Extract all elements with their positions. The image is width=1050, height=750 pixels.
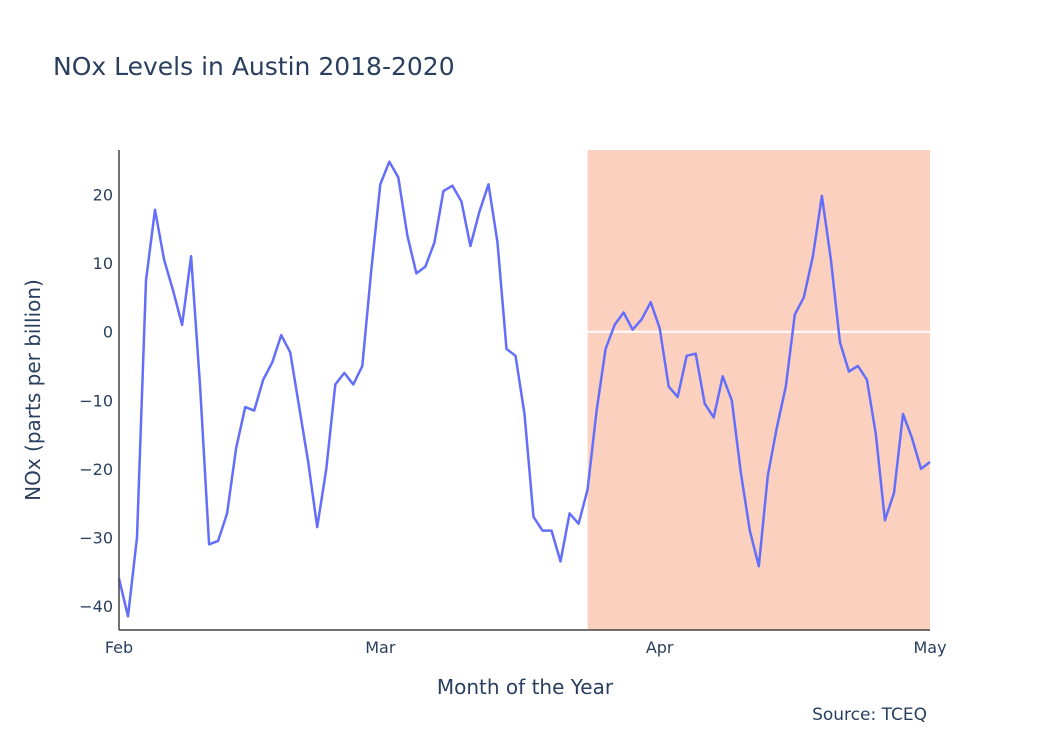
y-tick-label: −40 [79, 597, 113, 616]
y-tick-label: −10 [79, 391, 113, 410]
y-tick-labels: 20 10 0 −10 −20 −30 −40 [79, 186, 113, 616]
x-tick-labels: Feb Mar Apr May [105, 638, 947, 657]
x-tick-label: Feb [105, 638, 133, 657]
shaded-region [587, 150, 930, 630]
chart-title: NOx Levels in Austin 2018-2020 [53, 52, 455, 81]
y-tick-label: −20 [79, 460, 113, 479]
x-tick-label: Mar [365, 638, 396, 657]
y-tick-label: 20 [93, 186, 113, 205]
x-axis-title: Month of the Year [437, 675, 614, 699]
y-tick-label: 0 [103, 323, 113, 342]
y-tick-label: −30 [79, 528, 113, 547]
y-axis-title: NOx (parts per billion) [21, 279, 45, 501]
source-note: Source: TCEQ [812, 705, 927, 725]
series-line-0 [117, 160, 931, 618]
x-tick-label: Apr [646, 638, 674, 657]
y-tick-label: 10 [93, 254, 113, 273]
series-layer [117, 160, 931, 618]
axes-layer [118, 150, 930, 631]
x-tick-label: May [913, 638, 946, 657]
